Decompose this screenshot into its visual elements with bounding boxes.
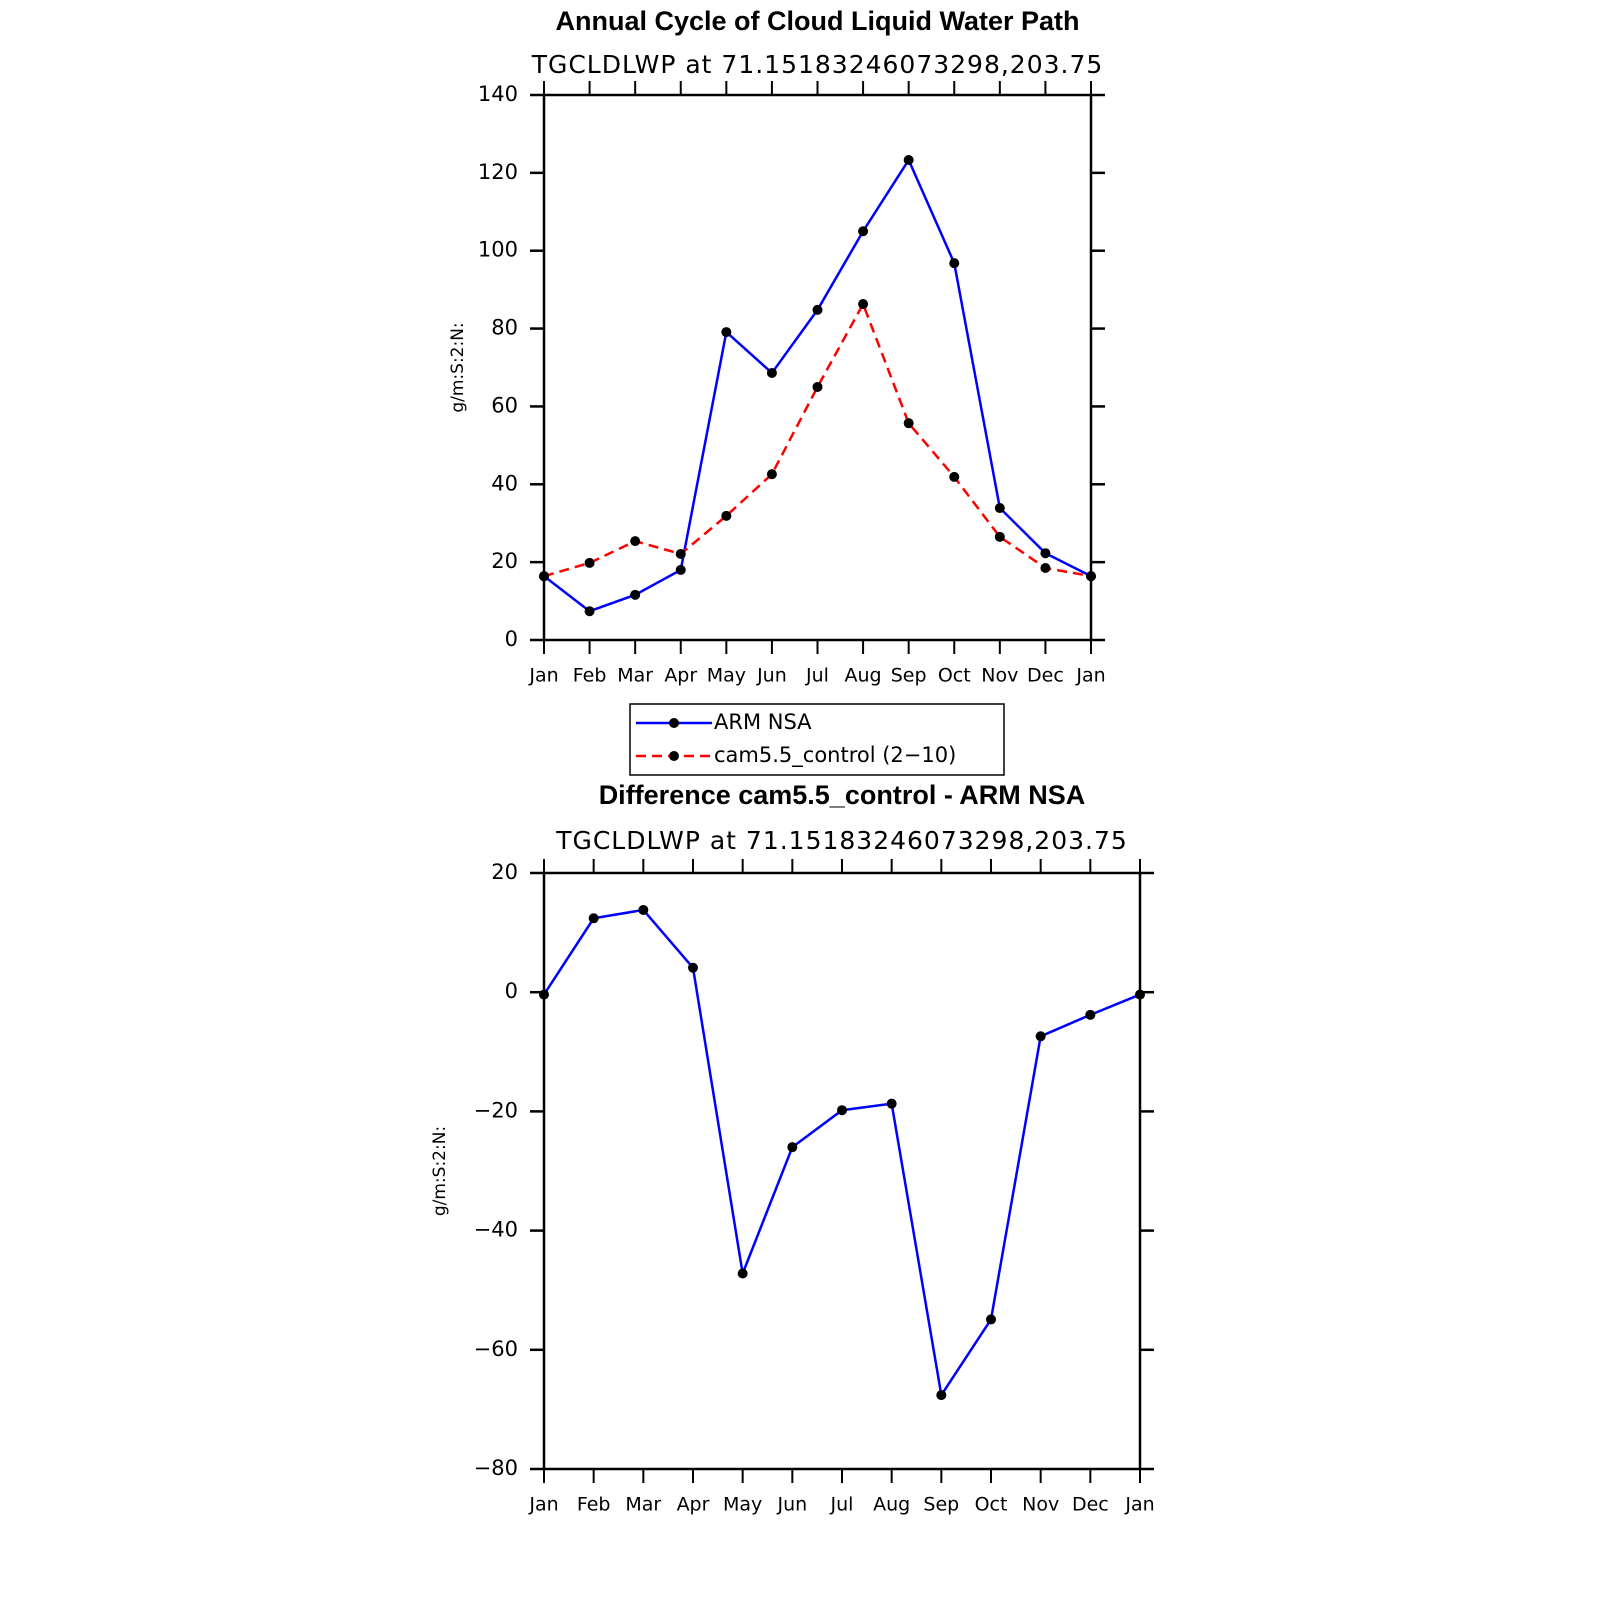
data-point [936,1390,947,1401]
data-point [675,564,686,575]
data-point [812,381,823,392]
x-tick-label: Nov [1022,1494,1059,1516]
x-tick-label: Dec [1072,1494,1109,1516]
data-point [1135,989,1145,1000]
data-point [588,913,599,924]
x-tick-label: Apr [677,1494,710,1516]
x-tick-label: Jun [756,665,787,687]
x-tick-label: Jan [528,665,558,687]
x-tick-label: Oct [938,665,971,687]
data-point [787,1142,798,1153]
chart-title: Annual Cycle of Cloud Liquid Water Path [555,6,1079,36]
data-point [675,548,686,559]
data-point [886,1098,897,1109]
data-point [766,469,777,480]
data-point [630,536,641,547]
data-point [949,258,960,269]
y-tick-label: 0 [505,979,518,1003]
x-tick-label: Mar [625,1494,661,1516]
legend-label: cam5.5_control (2−10) [714,743,956,768]
x-tick-label: Jan [528,1494,558,1516]
data-point [737,1268,748,1279]
data-point [584,606,595,617]
data-point [1085,1009,1096,1020]
chart-subtitle: TGCLDLWP at 71.15183246073298,203.75 [531,50,1104,79]
y-tick-label: 20 [491,549,518,573]
data-point [903,155,914,166]
x-tick-label: Jul [830,1494,854,1516]
x-tick-label: Mar [617,665,653,687]
x-tick-label: Sep [891,665,927,687]
data-point [630,589,641,600]
data-point [949,471,960,482]
x-tick-label: Feb [573,665,607,687]
y-tick-label: −20 [474,1098,518,1122]
y-tick-label: 60 [491,393,518,417]
x-tick-label: Jul [805,665,829,687]
x-tick-label: May [707,665,746,687]
y-tick-label: 0 [505,627,518,651]
x-tick-label: Sep [923,1494,959,1516]
plot-frame [542,871,1142,1471]
x-tick-label: Feb [577,1494,611,1516]
data-point [721,327,732,338]
data-point [638,904,649,915]
x-tick-label: Dec [1027,665,1064,687]
y-tick-label: −40 [474,1218,518,1242]
x-tick-label: Aug [873,1494,910,1516]
data-point [1040,548,1051,559]
data-point [721,510,732,521]
data-point [584,557,595,568]
x-tick-label: Apr [664,665,697,687]
data-point [994,503,1005,514]
x-tick-label: May [723,1494,762,1516]
data-line [543,301,1092,578]
y-tick-label: −80 [474,1456,518,1480]
x-tick-label: Jan [1124,1494,1154,1516]
chart-title: Difference cam5.5_control - ARM NSA [599,780,1086,810]
y-axis-label: g/m:S:2:N: [430,1126,450,1216]
y-tick-label: 40 [491,471,518,495]
chart-subtitle: TGCLDLWP at 71.15183246073298,203.75 [555,826,1128,855]
data-point [994,531,1005,542]
legend-box [629,703,1005,776]
data-point [812,304,823,315]
y-axis-label: g/m:S:2:N: [448,322,468,412]
data-point [1040,562,1051,573]
data-line [542,908,1141,1399]
data-point [858,299,869,310]
data-point [539,571,549,582]
x-tick-label: Jun [776,1494,807,1516]
legend-label: ARM NSA [714,710,812,734]
x-tick-label: Oct [975,1494,1008,1516]
x-tick-label: Aug [845,665,882,687]
y-tick-label: 80 [491,316,518,340]
y-tick-label: −60 [474,1337,518,1361]
legend-marker [669,751,679,761]
y-tick-label: 120 [478,160,518,184]
data-point [1035,1031,1046,1042]
y-tick-label: 140 [478,82,518,106]
data-point [766,367,777,378]
data-point [688,962,698,973]
x-tick-label: Jan [1075,665,1105,687]
y-tick-label: 100 [478,238,518,262]
data-point [837,1105,847,1116]
y-tick-label: 20 [491,860,518,884]
data-point [539,989,549,1000]
x-tick-label: Nov [981,665,1018,687]
data-point [858,226,869,237]
legend-marker [669,718,679,728]
plot-frame [542,93,1093,642]
data-point [1086,571,1096,582]
data-point [986,1314,996,1325]
data-point [903,418,914,429]
